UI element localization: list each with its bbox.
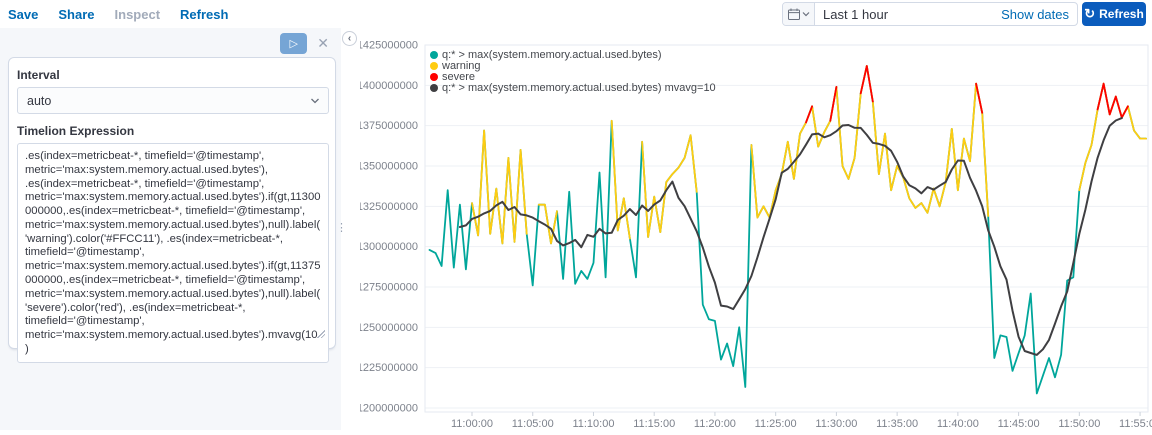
- chart-area: 11200000000 11225000000 11250000000 1127500…: [352, 28, 1152, 431]
- svg-text:11:20:00: 11:20:00: [694, 418, 736, 430]
- show-dates-link[interactable]: Show dates: [1001, 6, 1069, 22]
- legend-label: severe: [442, 70, 476, 83]
- legend-label: q:* > max(system.memory.actual.used.byte…: [442, 48, 662, 61]
- chart-legend: q:* > max(system.memory.actual.used.byte…: [430, 48, 716, 94]
- svg-text:11:30:00: 11:30:00: [815, 418, 857, 430]
- collapse-panel-button[interactable]: ‹: [342, 31, 357, 46]
- refresh-menu-button[interactable]: Refresh: [180, 6, 229, 22]
- svg-text:11225000000: 11225000000: [360, 362, 418, 374]
- svg-text:11:35:00: 11:35:00: [876, 418, 918, 430]
- legend-item: severe: [430, 70, 716, 83]
- svg-text:11375000000: 11375000000: [360, 120, 418, 132]
- interval-label: Interval: [17, 68, 60, 82]
- legend-color-dot: [430, 50, 438, 59]
- interval-select[interactable]: auto: [17, 87, 329, 114]
- svg-text:11:40:00: 11:40:00: [937, 418, 979, 430]
- svg-text:11275000000: 11275000000: [360, 282, 418, 294]
- svg-text:11325000000: 11325000000: [360, 201, 418, 213]
- super-date-picker: Last 1 hour Show dates: [782, 2, 1078, 26]
- run-expression-button[interactable]: ▷: [280, 32, 308, 54]
- close-icon: ✕: [317, 35, 329, 51]
- svg-text:11250000000: 11250000000: [360, 322, 418, 334]
- refresh-button-label: Refresh: [1099, 7, 1144, 21]
- svg-text:11400000000: 11400000000: [360, 80, 418, 92]
- svg-text:11:00:00: 11:00:00: [451, 418, 493, 430]
- legend-label: warning: [442, 59, 481, 72]
- svg-text:11300000000: 11300000000: [360, 241, 418, 253]
- svg-text:11:50:00: 11:50:00: [1058, 418, 1100, 430]
- date-quick-select-button[interactable]: [783, 3, 815, 25]
- expression-label: Timelion Expression: [17, 124, 135, 138]
- save-button[interactable]: Save: [8, 6, 39, 22]
- svg-text:11:05:00: 11:05:00: [512, 418, 554, 430]
- svg-text:11:15:00: 11:15:00: [633, 418, 675, 430]
- timelion-chart[interactable]: 11200000000 11225000000 11250000000 1127500…: [352, 28, 1152, 431]
- refresh-button[interactable]: ↻ Refresh: [1082, 2, 1146, 26]
- date-range-value[interactable]: Last 1 hour: [823, 6, 889, 22]
- panel-resize-handle[interactable]: ⋮: [336, 222, 347, 234]
- top-nav-menu: Save Share Inspect Refresh: [8, 0, 228, 28]
- svg-text:11425000000: 11425000000: [360, 40, 418, 52]
- legend-color-dot: [430, 83, 438, 92]
- legend-label: q:* > max(system.memory.actual.used.byte…: [442, 81, 716, 94]
- play-icon: ▷: [289, 37, 298, 50]
- legend-color-dot: [430, 61, 438, 70]
- svg-text:11:10:00: 11:10:00: [572, 418, 614, 430]
- legend-item: q:* > max(system.memory.actual.used.byte…: [430, 81, 716, 94]
- expression-toolbar: ▷ ✕: [0, 30, 341, 56]
- timelion-editor-card: Interval auto Timelion Expression: [8, 57, 336, 363]
- svg-text:11350000000: 11350000000: [360, 161, 418, 173]
- inspect-button: Inspect: [114, 6, 161, 22]
- interval-select-value: auto: [27, 93, 52, 108]
- legend-item: q:* > max(system.memory.actual.used.byte…: [430, 48, 716, 61]
- svg-text:11:55:00: 11:55:00: [1119, 418, 1152, 430]
- svg-text:11200000000: 11200000000: [360, 403, 418, 415]
- legend-item: warning: [430, 59, 716, 72]
- chevron-left-icon: ‹: [347, 33, 352, 44]
- date-picker-value-area[interactable]: Last 1 hour Show dates: [815, 3, 1077, 25]
- svg-text:11:45:00: 11:45:00: [998, 418, 1040, 430]
- chevron-down-icon: [802, 12, 809, 17]
- calendar-icon: [787, 8, 800, 20]
- chevron-down-icon: [311, 98, 319, 104]
- close-panel-button[interactable]: ✕: [317, 36, 329, 50]
- timelion-expression-input[interactable]: [17, 143, 329, 363]
- share-button[interactable]: Share: [58, 6, 95, 22]
- svg-text:11:25:00: 11:25:00: [755, 418, 797, 430]
- legend-color-dot: [430, 72, 438, 81]
- refresh-icon: ↻: [1084, 5, 1096, 21]
- top-bar: Save Share Inspect Refresh Last 1 hour S…: [0, 0, 1152, 28]
